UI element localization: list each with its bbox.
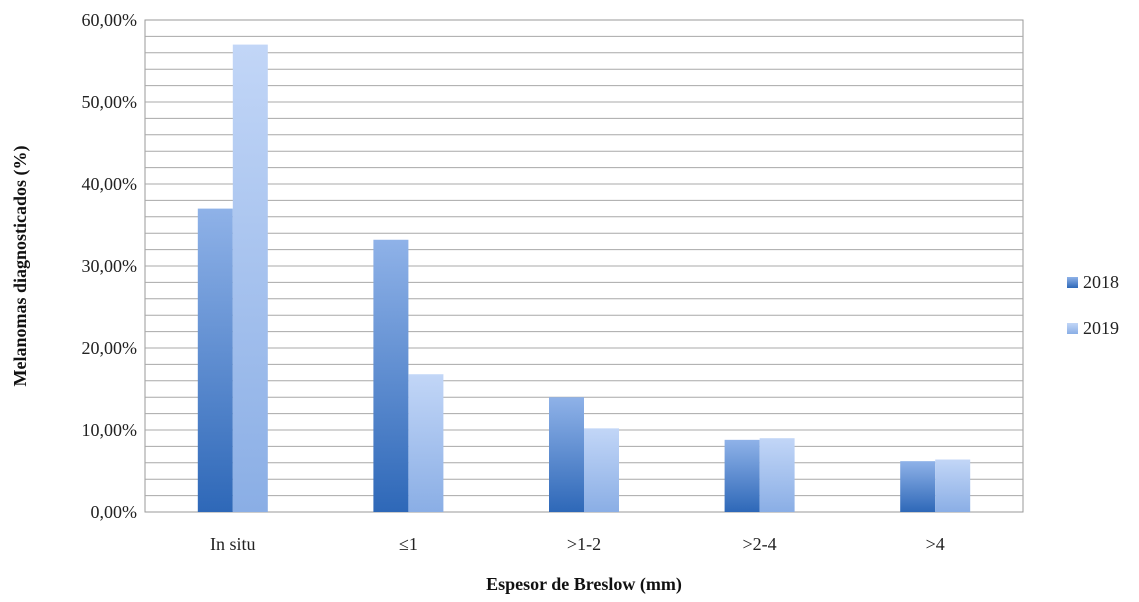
x-tick-label: In situ (210, 534, 256, 554)
bar-2018-4 (900, 461, 936, 512)
y-tick-labels: 0,00% 10,00% 20,00% 30,00% 40,00% 50,00% 60,00… (82, 10, 138, 522)
legend-swatch-2018 (1067, 277, 1078, 288)
x-tick-label: ≤1 (399, 534, 418, 554)
bar-2018-3 (724, 439, 760, 512)
bar-2019-3 (759, 438, 795, 512)
bar-2018-2 (549, 397, 584, 512)
bar-2018-0 (197, 208, 233, 512)
y-tick-label: 0,00% (91, 502, 138, 522)
bar-2019-4 (935, 459, 971, 512)
x-tick-labels: In situ ≤1 >1-2 >2-4 >4 (210, 534, 945, 554)
y-tick-label: 10,00% (82, 420, 138, 440)
y-tick-label: 60,00% (82, 10, 138, 30)
y-tick-label: 30,00% (82, 256, 138, 276)
bar-2019-2 (584, 428, 619, 512)
y-tick-label: 20,00% (82, 338, 138, 358)
x-axis-title: Espesor de Breslow (mm) (486, 574, 682, 595)
x-tick-label: >1-2 (567, 534, 601, 554)
x-tick-label: >2-4 (743, 534, 777, 554)
bars (197, 44, 971, 512)
legend-label-2019: 2019 (1083, 318, 1119, 338)
bar-2019-1 (408, 374, 444, 512)
y-tick-label: 50,00% (82, 92, 138, 112)
bar-2018-1 (373, 239, 409, 512)
bar-2019-0 (232, 44, 268, 512)
y-tick-label: 40,00% (82, 174, 138, 194)
gridlines (145, 35, 1023, 497)
y-axis-title: Melanomas diagnosticados (%) (10, 145, 31, 386)
legend: 2018 2019 (1067, 272, 1119, 338)
x-tick-label: >4 (926, 534, 945, 554)
legend-label-2018: 2018 (1083, 272, 1119, 292)
legend-swatch-2019 (1067, 323, 1078, 334)
